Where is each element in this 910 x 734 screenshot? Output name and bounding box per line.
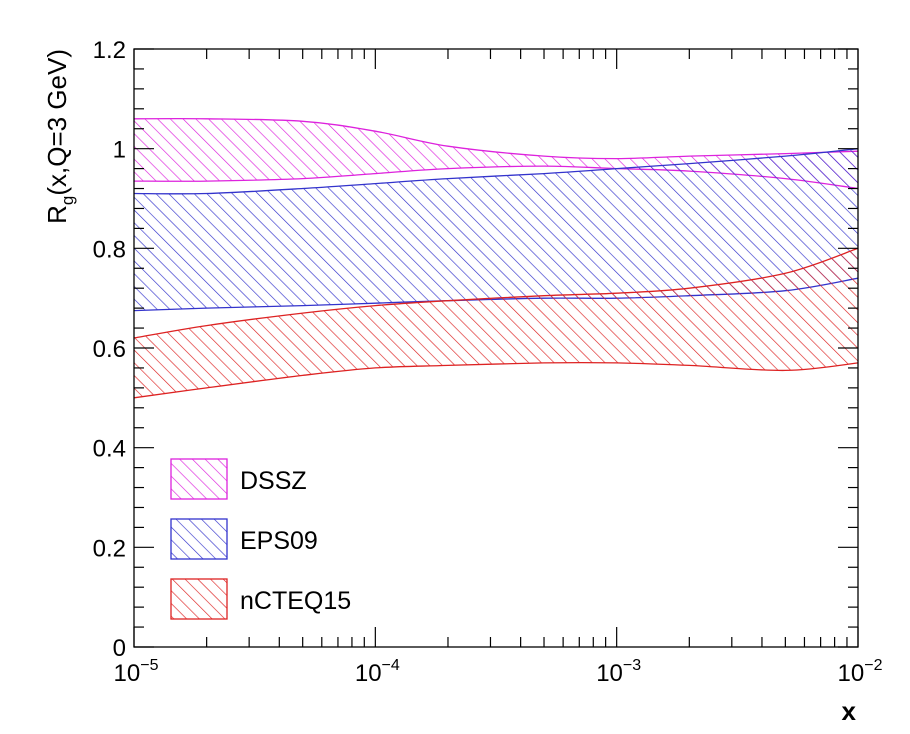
x-tick-label-base: 10	[838, 660, 865, 687]
band-ncteq15	[133, 247, 859, 399]
band-fill-dssz	[134, 118, 858, 189]
y-tick-label: 0.8	[93, 236, 126, 263]
x-tick-label-base: 10	[596, 660, 623, 687]
x-tick-label-base: 10	[114, 660, 141, 687]
x-tick-label-base: 10	[355, 660, 382, 687]
band-upper-edge-eps09	[133, 148, 859, 195]
band-upper-edge-ncteq15	[133, 247, 859, 339]
y-axis-title-subscript: g	[58, 196, 77, 205]
bands-group	[133, 117, 859, 399]
x-tick-label-exponent: −2	[864, 657, 882, 674]
y-tick-label: 0	[113, 635, 126, 662]
x-tick-label-exponent: −4	[382, 657, 400, 674]
x-axis-title: x	[842, 696, 857, 726]
y-tick-label: 0.4	[93, 436, 126, 463]
y-tick-label: 0.6	[93, 336, 126, 363]
x-tick-label-exponent: −3	[623, 657, 641, 674]
legend-swatch-dssz	[170, 458, 228, 500]
x-tick-label: 10−2	[838, 657, 883, 687]
y-tick-label: 0.2	[93, 535, 126, 562]
y-axis-title-main: R	[42, 205, 72, 224]
x-tick-label: 10−5	[114, 657, 159, 687]
tick-labels-group: 00.20.40.60.811.210−5 10−4 10−3 10−2	[93, 37, 883, 687]
legend-label-ncteq15: nCTEQ15	[240, 587, 351, 615]
legend-label-dssz: DSSZ	[240, 467, 307, 495]
x-tick-label: 10−4	[355, 657, 400, 687]
y-tick-label: 1	[113, 137, 126, 164]
band-upper-edge-dssz	[133, 117, 859, 160]
ticks-group	[133, 48, 859, 648]
y-axis-title-rest: (x,Q=3 GeV)	[42, 49, 72, 196]
band-fill-eps09	[134, 148, 858, 311]
x-tick-label-exponent: −5	[140, 657, 158, 674]
band-lower-edge-ncteq15	[133, 361, 859, 399]
legend-swatch-eps09	[170, 518, 228, 560]
y-axis-title: Rg(x,Q=3 GeV)	[42, 49, 77, 224]
legend: DSSZ EPS09 nCTEQ15	[170, 458, 351, 620]
legend-item-dssz: DSSZ	[170, 458, 307, 500]
x-tick-label: 10−3	[596, 657, 641, 687]
legend-item-eps09: EPS09	[170, 518, 318, 560]
legend-item-ncteq15: nCTEQ15	[170, 578, 351, 620]
y-tick-label: 1.2	[93, 37, 126, 64]
legend-label-eps09: EPS09	[240, 527, 318, 555]
band-fill-ncteq15	[134, 248, 858, 398]
legend-swatch-ncteq15	[170, 578, 228, 620]
